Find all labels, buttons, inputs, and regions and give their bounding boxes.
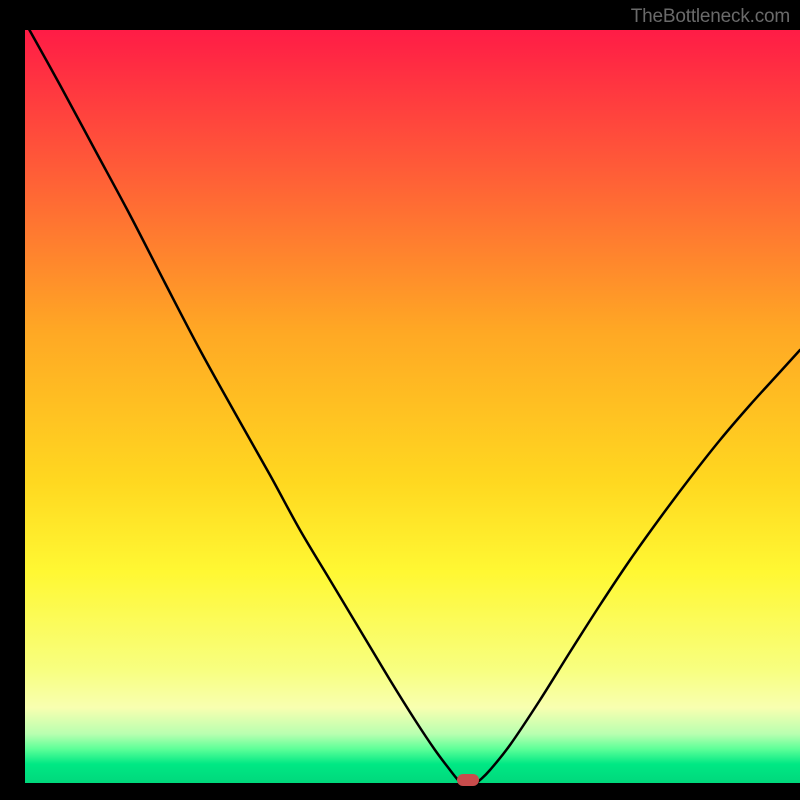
chart-svg	[0, 0, 800, 800]
watermark-text: TheBottleneck.com	[631, 6, 790, 28]
bottleneck-chart	[0, 0, 800, 800]
chart-background-gradient	[25, 30, 800, 783]
curve-minimum-marker	[457, 774, 479, 786]
